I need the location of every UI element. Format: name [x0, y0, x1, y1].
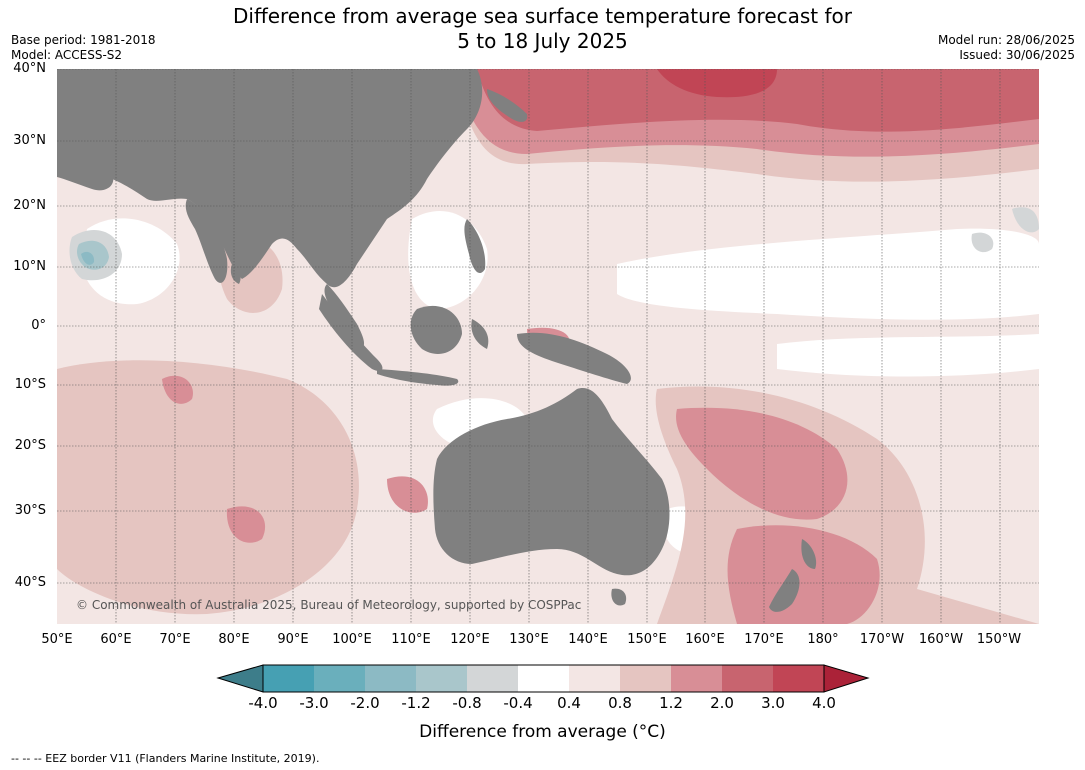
- lon-label-80e: 80°E: [218, 632, 250, 647]
- land-sulawesi: [471, 319, 489, 349]
- lon-label-150e: 150°E: [627, 632, 667, 647]
- anomaly-warm-indian-3: [226, 506, 266, 543]
- colorbar-bin-11: [773, 665, 824, 692]
- land-nz-north: [801, 539, 817, 569]
- anomaly-warm-indian-1: [162, 375, 193, 404]
- colorbar-tick-4: -1.2: [401, 694, 431, 712]
- lon-label-120e: 120°E: [450, 632, 490, 647]
- colorbar-bin-6: [518, 665, 569, 692]
- model-name: Model: ACCESS-S2: [11, 48, 123, 62]
- colorbar-overflow-arrow: [823, 664, 870, 693]
- colorbar-bin-2: [314, 665, 365, 692]
- land-new-guinea: [517, 332, 631, 384]
- anomaly-neutral-east-pacific: [777, 334, 1039, 377]
- lon-label-110e: 110°E: [391, 632, 431, 647]
- colorbar-tick-7: 0.4: [557, 694, 581, 712]
- land-borneo: [410, 305, 462, 354]
- land-java: [377, 369, 459, 386]
- colorbar-underflow-arrow: [216, 664, 264, 693]
- colorbar-bin-10: [722, 665, 773, 692]
- eez-footnote: -- -- -- EEZ border V11 (Flanders Marine…: [11, 752, 320, 765]
- lon-label-170e: 170°E: [744, 632, 784, 647]
- lat-label-eq: 0°: [31, 318, 46, 333]
- lat-label-20s: 20°S: [14, 438, 46, 453]
- land-japan: [487, 89, 528, 122]
- title-line-1: Difference from average sea surface temp…: [232, 4, 852, 28]
- land: [57, 69, 817, 612]
- land-indochina: [324, 284, 365, 349]
- anomaly-neutral-north-pacific: [617, 228, 1039, 320]
- map-canvas: [57, 69, 1039, 624]
- issued-date: Issued: 30/06/2025: [959, 48, 1075, 62]
- anomaly-warm-south-indian: [57, 360, 359, 615]
- meta-right: Model run: 28/06/2025 Issued: 30/06/2025: [938, 33, 1075, 63]
- lat-label-10n: 10°N: [13, 259, 46, 274]
- base-period: Base period: 1981-2018: [11, 33, 156, 47]
- lon-label-160w: 160°W: [918, 632, 964, 647]
- lon-label-170w: 170°W: [859, 632, 905, 647]
- colorbar-tick-8: 0.8: [608, 694, 632, 712]
- lat-label-10s: 10°S: [14, 377, 46, 392]
- lon-label-130e: 130°E: [509, 632, 549, 647]
- land-sri-lanka: [230, 264, 241, 284]
- colorbar-bin-3: [365, 665, 416, 692]
- colorbar-tick-6: -0.4: [503, 694, 533, 712]
- lon-label-100e: 100°E: [332, 632, 372, 647]
- lon-label-150w: 150°W: [976, 632, 1022, 647]
- lon-label-70e: 70°E: [159, 632, 191, 647]
- land-australia: [433, 388, 670, 576]
- colorbar-bin-9: [671, 665, 722, 692]
- anomaly-warm-coral-sea-2: [676, 407, 848, 520]
- colorbar-tick-11: 3.0: [761, 694, 785, 712]
- lon-label-50e: 50°E: [41, 632, 73, 647]
- anomaly-cool-hawaii-2: [1012, 207, 1039, 233]
- land-asia: [57, 69, 483, 288]
- land-nz-south: [769, 569, 800, 612]
- colorbar-tick-2: -3.0: [299, 694, 329, 712]
- colorbar-tick-12: 4.0: [812, 694, 836, 712]
- colorbar-bin-5: [467, 665, 518, 692]
- colorbar-bin-8: [620, 665, 671, 692]
- lat-label-30s: 30°S: [14, 503, 46, 518]
- graticule: [57, 69, 1039, 624]
- anomaly-north-pacific-4: [657, 69, 777, 98]
- anomaly-north-pacific-3: [477, 69, 1039, 132]
- meta-left: Base period: 1981-2018 Model: ACCESS-S2: [11, 33, 156, 63]
- lat-label-30n: 30°N: [13, 133, 46, 148]
- lat-label-20n: 20°N: [13, 198, 46, 213]
- anomaly-cool-somali-inner: [77, 240, 109, 270]
- colorbar-tick-5: -0.8: [452, 694, 482, 712]
- land-philippines: [464, 219, 486, 274]
- lat-label-40s: 40°S: [14, 575, 46, 590]
- colorbar-outline: [262, 664, 825, 693]
- copyright-notice: © Commonwealth of Australia 2025, Bureau…: [76, 598, 582, 612]
- colorbar-tick-1: -4.0: [248, 694, 278, 712]
- sst-anomaly-map: [57, 69, 1039, 624]
- lon-label-60e: 60°E: [100, 632, 132, 647]
- colorbar-bin-7: [569, 665, 620, 692]
- anomaly-cool-hawaii: [971, 232, 994, 253]
- anomaly-warm-tasman: [727, 525, 880, 624]
- colorbar-tick-10: 2.0: [710, 694, 734, 712]
- land-arabia: [57, 149, 114, 191]
- colorbar-tick-3: -2.0: [350, 694, 380, 712]
- colorbar-tick-9: 1.2: [659, 694, 683, 712]
- colorbar-bin-4: [416, 665, 467, 692]
- anomaly-cool-somali-core: [81, 251, 95, 265]
- lon-label-180: 180°: [807, 632, 839, 647]
- land-india: [185, 199, 228, 283]
- anomaly-warm-indian-2: [387, 476, 428, 513]
- land-sumatra: [319, 294, 383, 371]
- lon-label-90e: 90°E: [277, 632, 309, 647]
- lon-label-160e: 160°E: [685, 632, 725, 647]
- colorbar-label: Difference from average (°C): [419, 722, 666, 742]
- model-run: Model run: 28/06/2025: [937, 33, 1075, 47]
- lat-label-40n: 40°N: [13, 61, 46, 76]
- colorbar-bin-1: [263, 665, 314, 692]
- title-line-2: 5 to 18 July 2025: [457, 29, 628, 53]
- land-tasmania: [611, 588, 627, 606]
- map-title: Difference from average sea surface temp…: [170, 4, 915, 54]
- colorbar: [216, 664, 870, 693]
- lon-label-140e: 140°E: [568, 632, 608, 647]
